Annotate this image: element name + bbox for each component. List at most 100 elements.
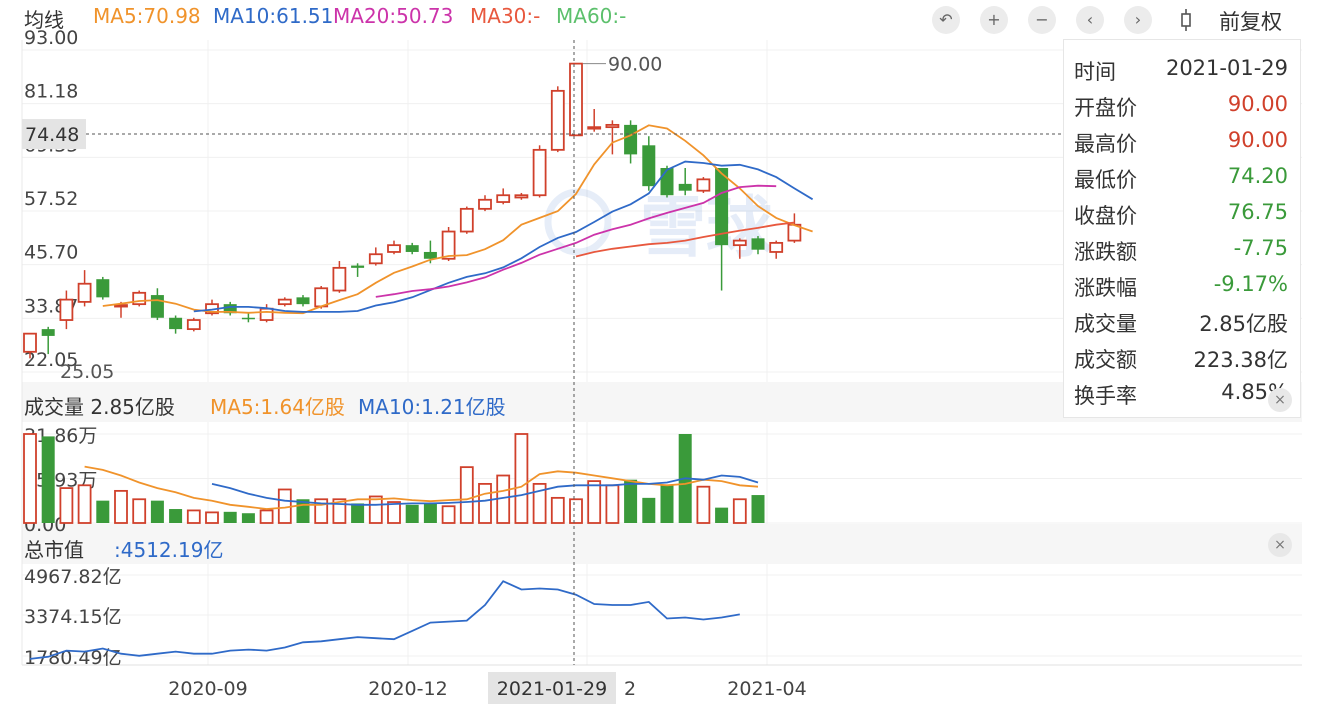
volume-ma10-label: MA10:1.21亿股 [358,395,506,419]
tooltip-value: 90.00 [1227,128,1288,152]
volume-ma-line-ma10 [211,474,759,506]
candle-body [678,183,692,191]
candle-body [605,123,620,129]
tooltip-label: 成交量 [1074,312,1137,336]
x-tick-label: 2020-12 [368,678,447,700]
volume-bar [532,482,547,524]
close-icon[interactable]: × [1268,533,1292,557]
mcap-header-band [22,524,1302,564]
ma-line-ma30 [575,221,795,258]
undo-icon[interactable]: ↶ [932,6,960,34]
candle-icon[interactable] [1172,6,1200,34]
tooltip-value: 2.85亿股 [1199,312,1288,336]
volume-bar [59,487,74,524]
candle-body [624,124,638,155]
tooltip-label: 时间 [1074,60,1116,84]
candle-body [241,317,255,320]
chart-title: 均线 [24,8,64,32]
volume-bar [587,480,602,524]
chevron-right-icon[interactable]: › [1124,6,1152,34]
volume-bar [459,466,474,524]
candle-body [532,148,547,197]
mcap-tick-label: 3374.15亿 [24,606,122,628]
tooltip-label: 开盘价 [1074,96,1137,120]
tooltip-row: 时间 2021-01-29 [1074,48,1288,84]
mcap-line [29,580,740,660]
tooltip-value: -9.17% [1213,272,1288,296]
volume-bar [23,433,37,524]
tooltip-row: 成交额 223.38亿 [1074,336,1288,372]
volume-bar [332,498,347,524]
mcap-line-path [29,580,740,660]
mcap-axis: 4967.82亿 3374.15亿 1780.49亿 [24,566,122,669]
candle-body [478,198,492,210]
volume-bar [41,436,55,523]
candle-body [59,298,74,321]
tooltip-value: 74.20 [1227,164,1288,188]
candle-body [332,266,347,292]
volume-bar [605,484,620,524]
volume-bar [223,511,237,523]
volume-bar [550,496,565,524]
volume-bar [715,507,729,523]
volume-bar [351,503,365,523]
volume-bar [241,513,255,523]
volume-bar [169,509,183,523]
candle-body [732,239,747,247]
candle-body [41,329,55,336]
volume-bar [114,489,128,524]
x-axis: 2020-09 2020-12 2 2021-04 2021-01-29 [168,672,807,704]
candle-body [368,253,383,265]
candle-body [387,244,401,253]
max-price-label: 90.00 [608,54,662,76]
price-ma-lines [102,124,814,315]
candle-body [587,126,602,130]
candle-body [23,332,37,353]
tooltip-row: 最低价 74.20 [1074,156,1288,192]
tooltip-row: 涨跌幅 -9.17% [1074,264,1288,300]
ma-line-ma10 [193,160,814,313]
candles [23,62,802,359]
tooltip-value: 90.00 [1227,92,1288,116]
candle-body [696,178,711,192]
volume-bar [478,482,492,524]
candle-body [441,230,456,260]
price-tick-label: 22.05 [24,349,78,371]
x-tick-label: 2020-09 [168,678,247,700]
watermark-logo [544,188,612,256]
tooltip-value: 2021-01-29 [1165,56,1288,80]
tooltip-row: 涨跌额 -7.75 [1074,228,1288,264]
volume-bar [259,509,274,524]
candle-body [114,304,128,308]
candle-body [496,194,511,203]
volume-bar [751,495,765,523]
tooltip-row: 最高价 90.00 [1074,120,1288,156]
volume-bar [150,500,164,523]
tooltip-row: 成交量 2.85亿股 [1074,300,1288,336]
mcap-tick-label: 1780.49亿 [24,647,122,669]
volume-bar [96,500,110,523]
candle-body [660,167,674,196]
zoom-in-icon[interactable]: + [980,6,1008,34]
ma-legend-item: MA30:- [470,4,541,28]
candle-body [423,251,437,259]
candle-body [751,238,765,250]
volume-bar [186,509,201,524]
candle-body [77,282,92,303]
candle-body [459,207,474,233]
candle-body [296,297,310,305]
tooltip-label: 成交额 [1074,348,1137,372]
zoom-out-icon[interactable]: − [1028,6,1056,34]
candle-body [569,62,583,137]
candle-body [223,304,237,314]
crosshair-date-label: 2021-01-29 [497,678,607,700]
tooltip-row: 换手率 4.85% [1074,372,1288,408]
close-icon[interactable]: × [1268,388,1292,412]
tooltip-label: 涨跌幅 [1074,276,1137,300]
volume-bar [441,505,456,524]
volume-bars [23,433,765,524]
adjust-mode-button[interactable]: 前复权 [1219,10,1282,34]
tooltip-value: 223.38亿 [1193,348,1288,372]
volume-bar [77,484,92,524]
chevron-left-icon[interactable]: ‹ [1076,6,1104,34]
